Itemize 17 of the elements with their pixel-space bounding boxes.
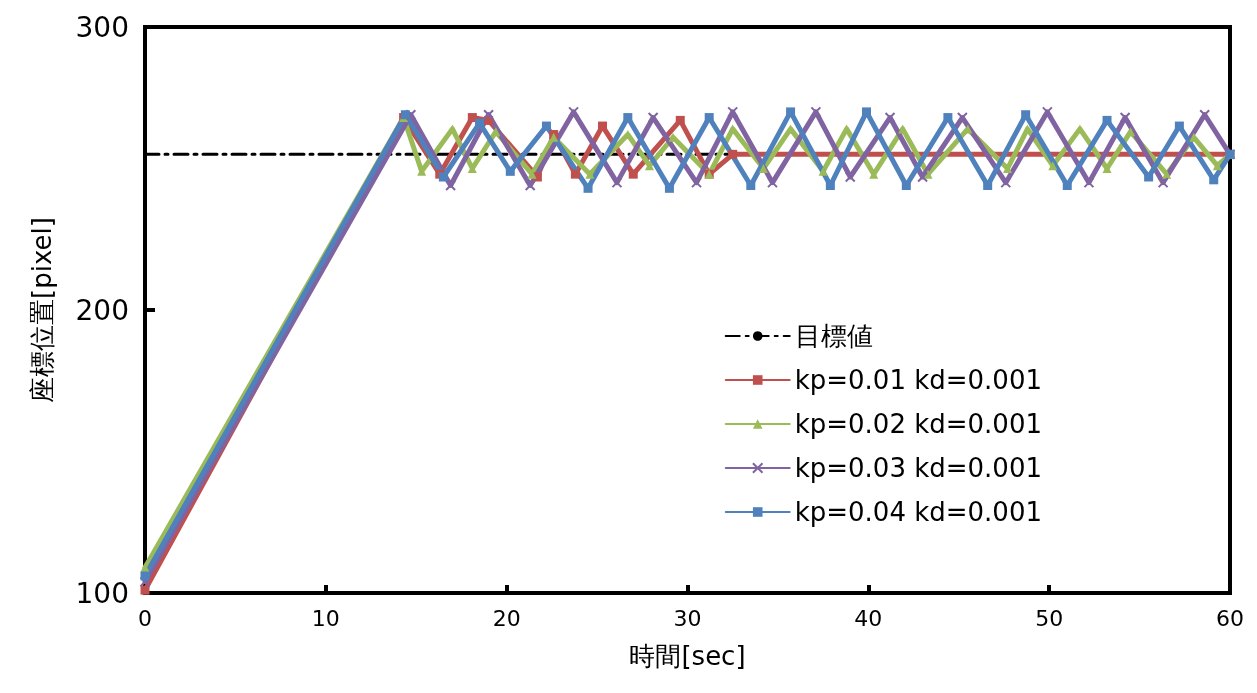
x-tick-label: 0: [138, 605, 152, 631]
legend-label: kp=0.04 kd=0.001: [794, 497, 1042, 527]
x-tick-label: 60: [1216, 605, 1244, 631]
legend-label: kp=0.02 kd=0.001: [794, 409, 1042, 439]
y-tick-label: 300: [75, 10, 129, 44]
x-axis-title: 時間[sec]: [629, 641, 746, 671]
y-tick-label: 100: [75, 576, 129, 610]
x-tick-label: 20: [492, 605, 521, 631]
x-tick-label: 10: [311, 605, 340, 631]
legend-label: kp=0.01 kd=0.001: [794, 365, 1042, 395]
x-tick-label: 50: [1035, 605, 1064, 631]
y-axis-title: 座標位置[pixel]: [27, 217, 57, 403]
legend-label: kp=0.03 kd=0.001: [794, 453, 1042, 483]
x-tick-label: 40: [854, 605, 883, 631]
legend-label: 目標値: [794, 321, 873, 351]
x-tick-label: 30: [673, 605, 702, 631]
y-tick-label: 200: [75, 293, 129, 327]
